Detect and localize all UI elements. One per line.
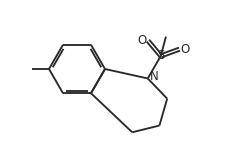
Text: O: O [137,34,146,47]
Text: O: O [180,43,189,56]
Text: S: S [156,49,164,62]
Text: N: N [149,70,158,84]
